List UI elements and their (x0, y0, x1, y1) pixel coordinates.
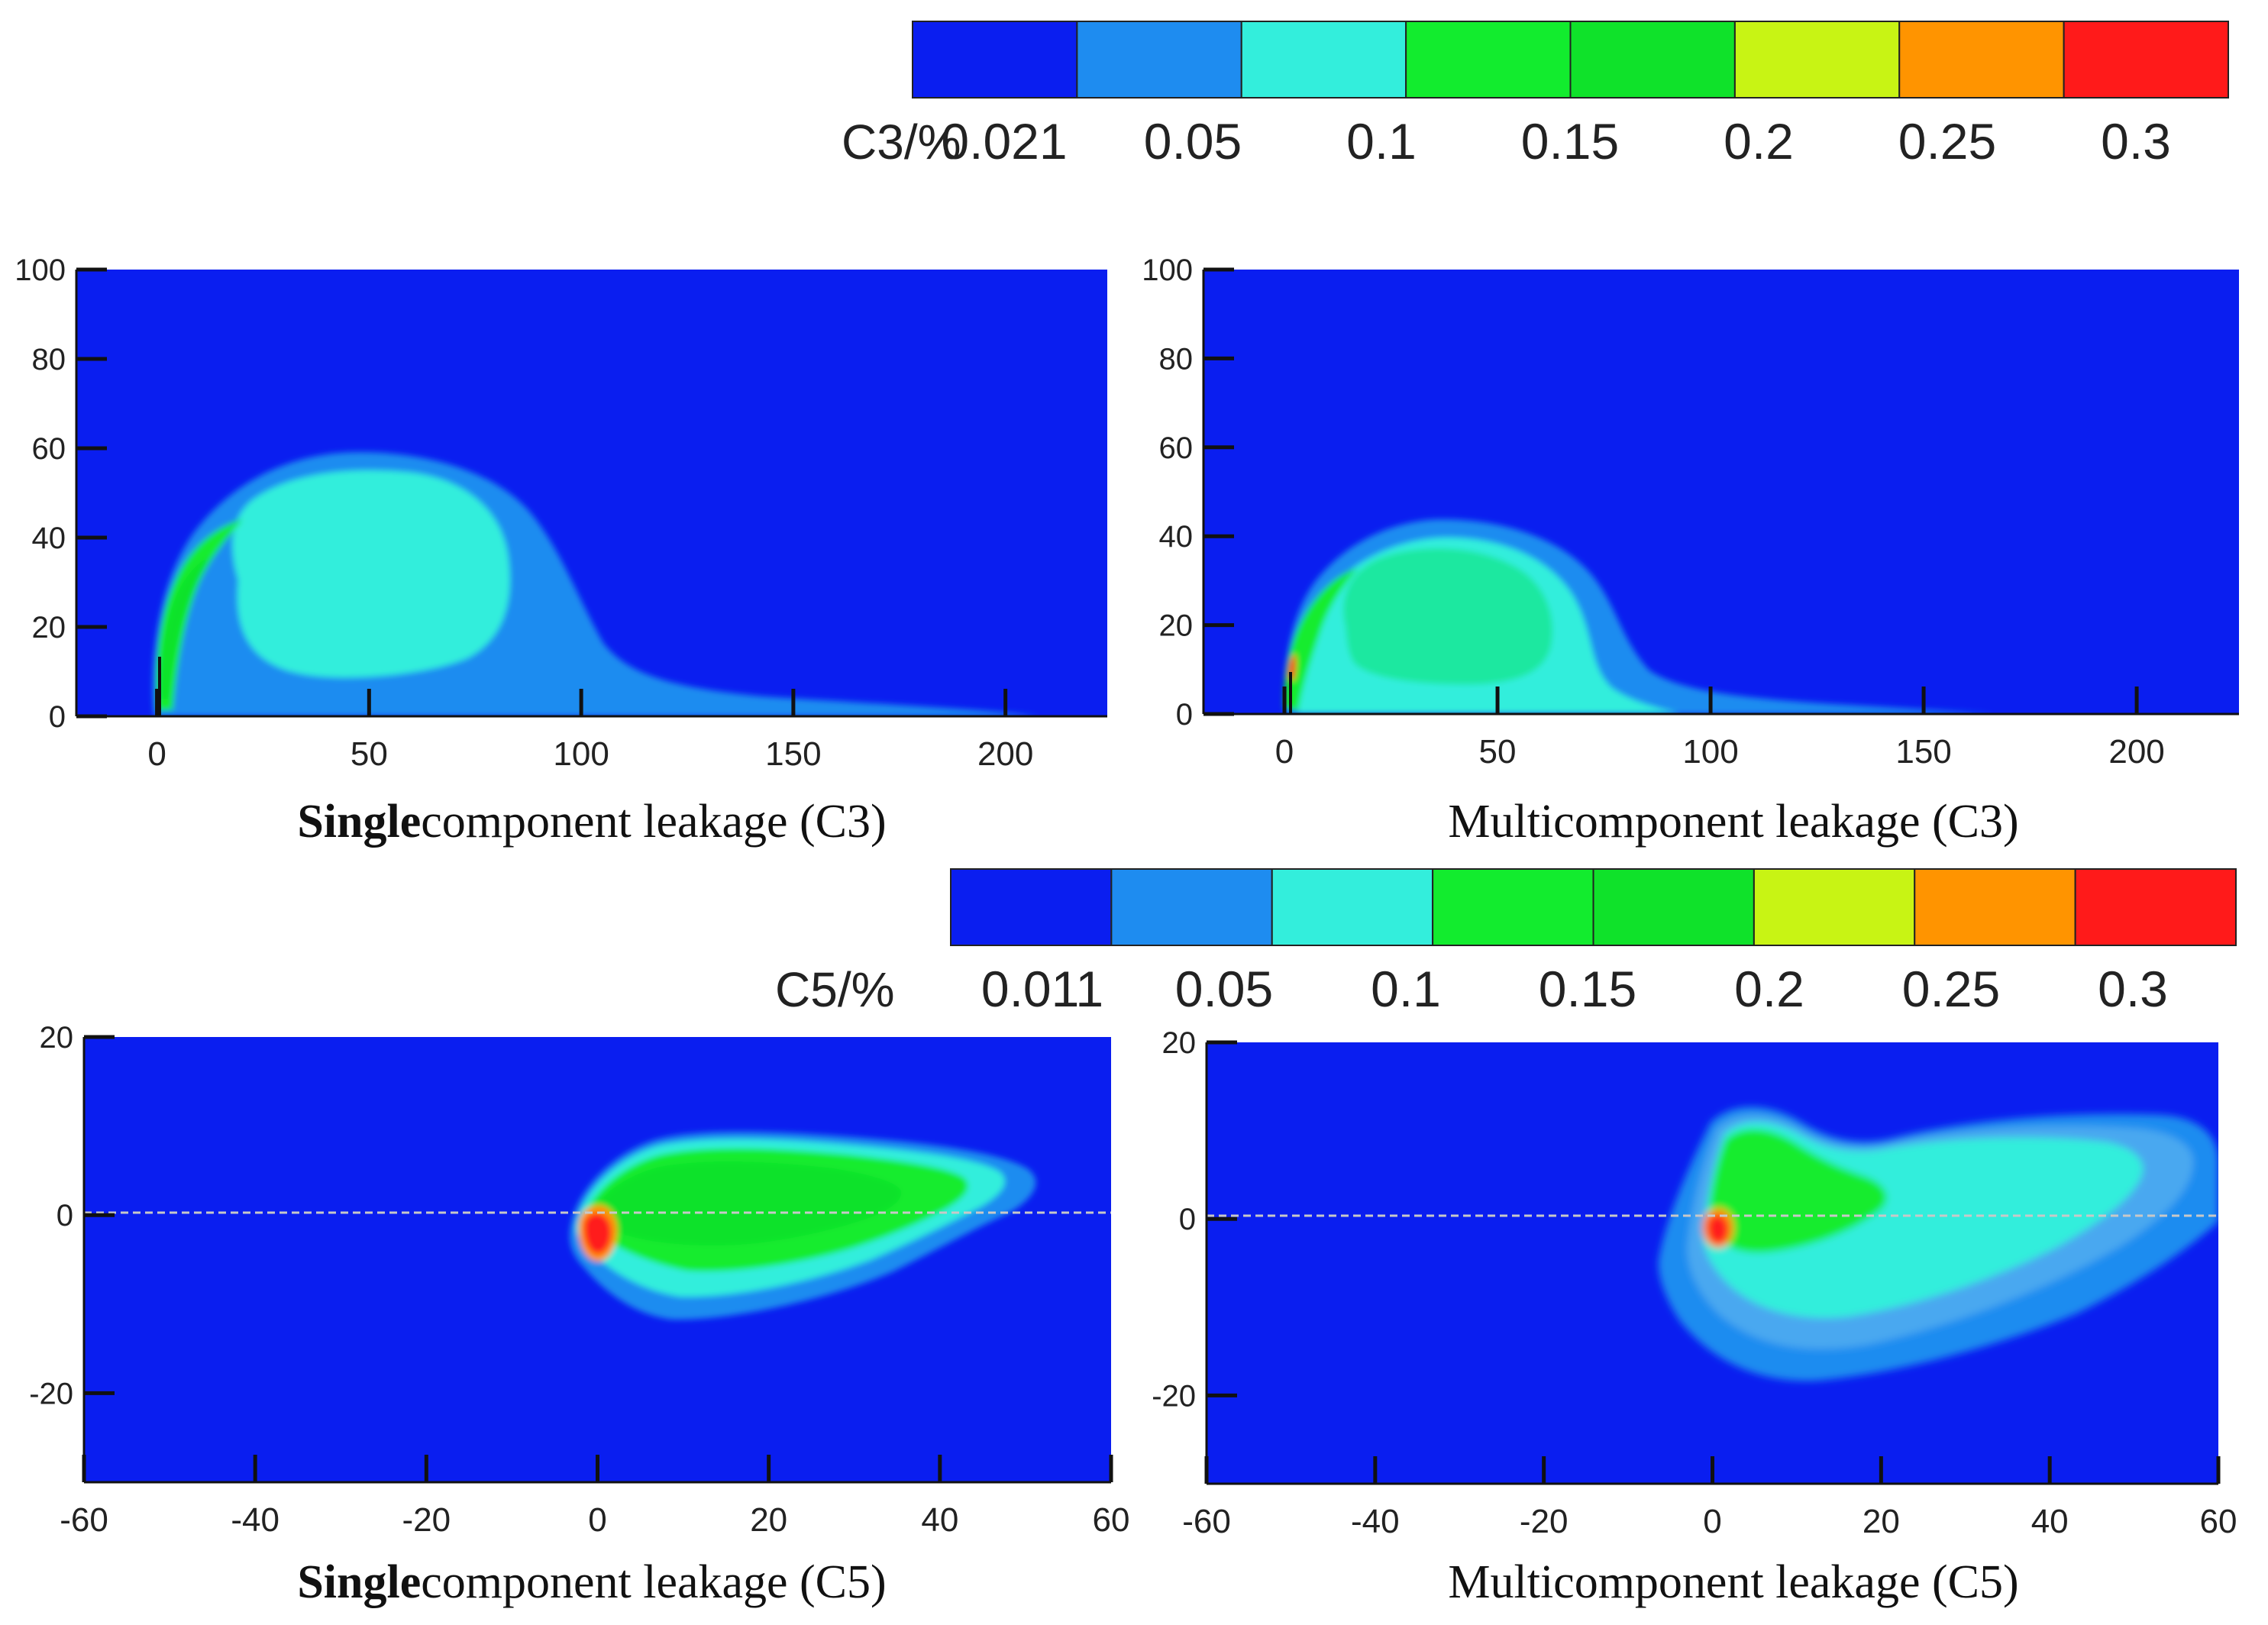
colorbar-tick-label: 0.1 (1371, 961, 1441, 1017)
y-tick-label: 100 (1142, 254, 1193, 287)
x-tick-label: -60 (60, 1501, 108, 1539)
x-tick-label: -20 (1520, 1503, 1569, 1540)
y-tick-label: -20 (1152, 1379, 1196, 1413)
contour-band-0.3 (1707, 1214, 1729, 1245)
colorbar-tick-label: 0.011 (981, 961, 1103, 1017)
x-tick-label: 0 (1275, 733, 1294, 771)
y-tick-label: 40 (32, 522, 66, 555)
contour-band-0.1 (1343, 548, 1552, 685)
colorbar-tick-label: 0.3 (2101, 113, 2171, 170)
panel-multi-c3-caption: Multicomponent leakage (C3) (1448, 796, 2018, 848)
panel-single-c5: -20 0 20 -60 -40 -20 0 20 40 60 Singlecomponent l… (29, 1021, 1129, 1608)
colorbar-swatch (1733, 21, 1901, 99)
colorbar-swatch (1076, 21, 1242, 99)
colorbar-tick-label: 0.2 (1724, 113, 1794, 170)
y-tick-label: 20 (40, 1021, 74, 1055)
y-tick-label: 0 (57, 1199, 73, 1232)
colorbar-tick-label: 0.15 (1539, 961, 1636, 1017)
contour-band-0.3 (583, 1213, 612, 1254)
contour-band-0.05 (232, 470, 510, 678)
x-tick-label: 40 (921, 1501, 958, 1539)
colorbar-c5: 0.011 0.05 0.1 0.15 0.2 0.25 0.3 (950, 868, 2237, 1017)
y-tick-label: 100 (15, 254, 66, 287)
panel-multi-c5: -20 0 20 -60 -40 -20 0 20 40 60 Multicomponent le… (1152, 1026, 2237, 1608)
colorbar-swatch (950, 868, 1113, 946)
y-tick-label: 0 (1176, 698, 1193, 732)
x-tick-label: 100 (1682, 733, 1738, 771)
colorbar-swatch (1271, 868, 1434, 946)
y-tick-label: 0 (1179, 1203, 1196, 1236)
x-tick-label: 0 (588, 1501, 606, 1539)
panel-single-c3-caption: Singlecomponent leakage (C3) (297, 796, 886, 848)
colorbar-swatch (1432, 868, 1594, 946)
colorbar-tick-label: 0.021 (941, 113, 1067, 170)
x-tick-label: 50 (1479, 733, 1517, 771)
colorbar-tick-label: 0.2 (1734, 961, 1804, 1017)
y-tick-label: 80 (1159, 342, 1194, 376)
colorbar-c5-title: C5/% (775, 962, 895, 1017)
colorbar-swatch (1898, 21, 2065, 99)
colorbar-c3-title: C3/% (842, 115, 961, 170)
colorbar-swatch (1110, 868, 1273, 946)
colorbar-tick-label: 0.05 (1175, 961, 1273, 1017)
colorbar-tick-label: 0.15 (1521, 113, 1619, 170)
x-tick-label: 100 (553, 735, 609, 773)
colorbar-swatch (2074, 868, 2237, 946)
contour-band-0.125 (1709, 1129, 1887, 1253)
colorbar-tick-label: 0.1 (1346, 113, 1417, 170)
panel-single-c3: 0 20 40 60 80 100 0 50 100 150 200 Singlecomponent… (15, 254, 1107, 848)
contour-band-0.1 (157, 519, 243, 710)
contour-band-0.125 (160, 556, 211, 699)
x-tick-label: -60 (1182, 1503, 1231, 1540)
y-tick-label: 20 (32, 611, 66, 645)
colorbar-swatch (912, 21, 1078, 99)
x-tick-label: 150 (1895, 733, 1951, 771)
x-tick-label: 20 (1863, 1503, 1900, 1540)
x-tick-label: 50 (351, 735, 388, 773)
colorbar-tick-label: 0.3 (2098, 961, 2168, 1017)
colorbar-c3: 0.021 0.05 0.1 0.15 0.2 0.25 0.3 (912, 21, 2229, 170)
y-tick-label: 20 (1162, 1026, 1197, 1060)
y-tick-label: 80 (32, 343, 66, 376)
x-tick-label: -40 (1351, 1503, 1400, 1540)
y-tick-label: 60 (1159, 431, 1194, 465)
panel-multi-c5-caption: Multicomponent leakage (C5) (1448, 1556, 2018, 1608)
colorbar-tick-label: 0.05 (1144, 113, 1242, 170)
x-tick-label: 60 (1093, 1501, 1130, 1539)
colorbar-swatch (2063, 21, 2229, 99)
x-tick-label: 200 (2108, 733, 2164, 771)
x-tick-label: 0 (1703, 1503, 1721, 1540)
y-tick-label: 60 (32, 432, 66, 466)
x-tick-label: -20 (402, 1501, 451, 1539)
x-tick-label: 60 (2200, 1503, 2237, 1540)
y-tick-label: 20 (1159, 609, 1194, 643)
x-tick-label: 0 (147, 735, 166, 773)
x-tick-label: 20 (750, 1501, 787, 1539)
contour-band-0.125 (1284, 568, 1358, 710)
colorbar-swatch (1569, 21, 1736, 99)
panel-multi-c3: 0 20 40 60 80 100 0 50 100 150 200 Multicomponent … (1142, 254, 2239, 848)
contour-band-0.125 (588, 1161, 902, 1245)
y-tick-label: 0 (49, 700, 66, 734)
x-tick-label: 150 (765, 735, 821, 773)
panel-single-c5-caption: Singlecomponent leakage (C5) (297, 1556, 886, 1608)
colorbar-swatch (1753, 868, 1916, 946)
colorbar-tick-label: 0.25 (1902, 961, 2000, 1017)
colorbar-swatch (1240, 21, 1407, 99)
y-tick-label: 40 (1159, 520, 1194, 554)
x-tick-label: 40 (2031, 1503, 2069, 1540)
y-tick-label: -20 (29, 1377, 73, 1410)
colorbar-swatch (1592, 868, 1755, 946)
x-tick-label: -40 (231, 1501, 279, 1539)
colorbar-swatch (1914, 868, 2076, 946)
colorbar-swatch (1405, 21, 1572, 99)
x-tick-label: 200 (977, 735, 1033, 773)
colorbar-tick-label: 0.25 (1898, 113, 1996, 170)
